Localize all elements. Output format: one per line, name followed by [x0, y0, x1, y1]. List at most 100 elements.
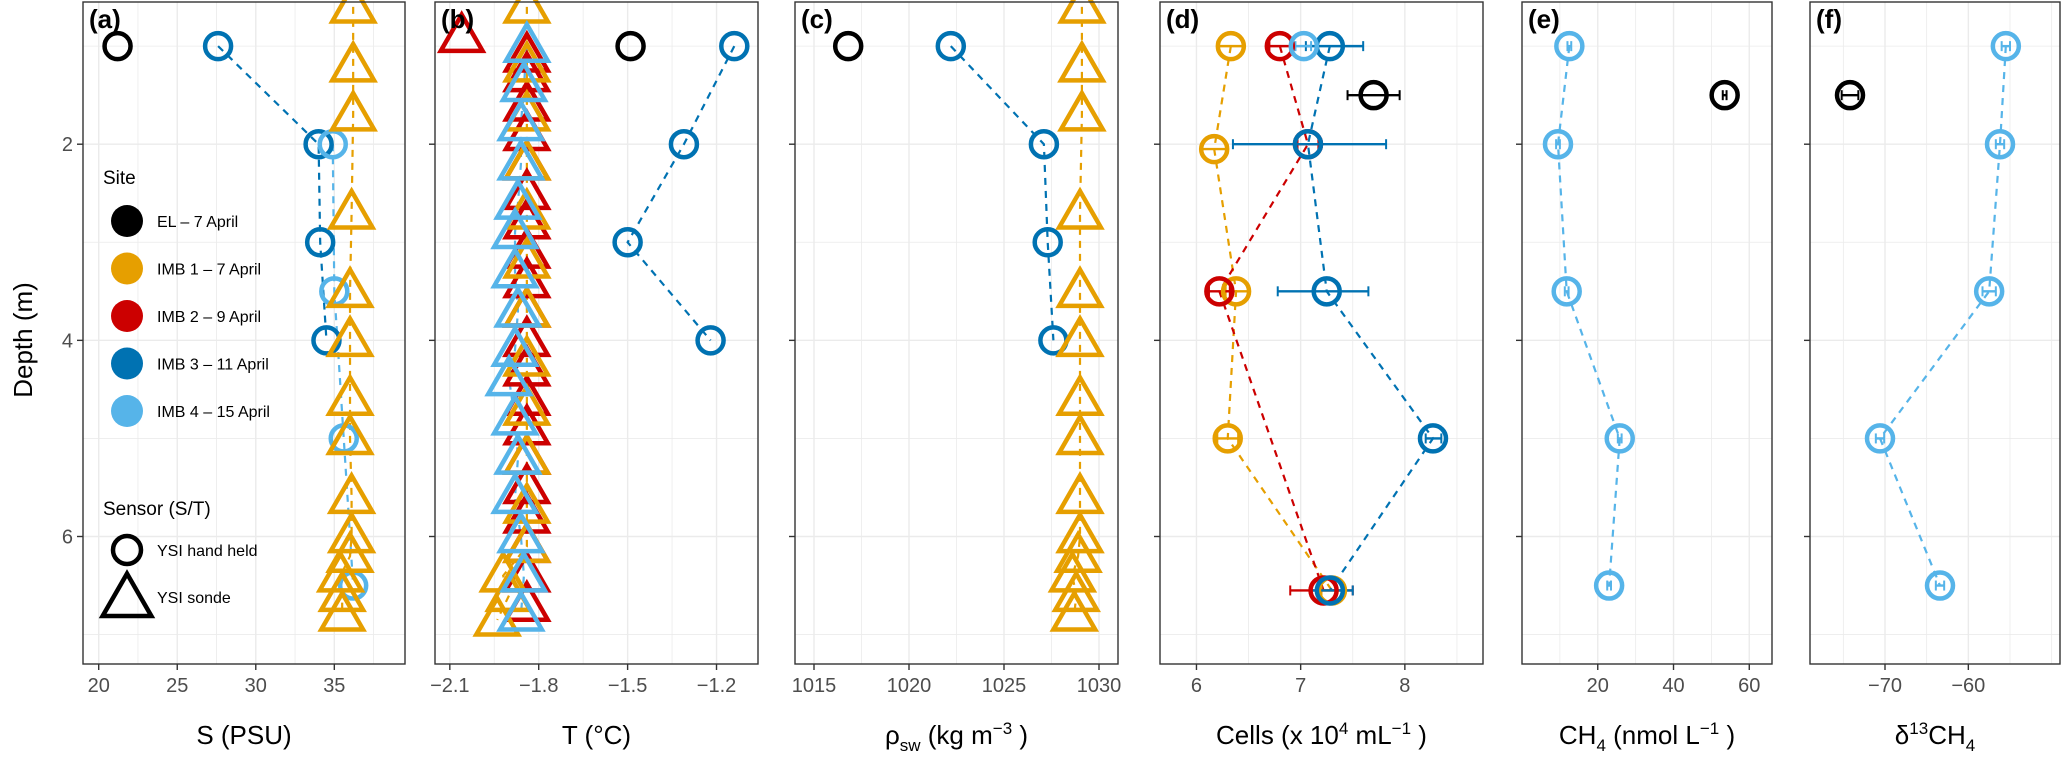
data-point-circle	[1220, 276, 1252, 307]
panel-frame	[1809, 1, 2061, 665]
data-point-triangle	[317, 569, 367, 613]
x-tick-label: 6	[1191, 675, 1202, 697]
x-axis-title-part: Cells (x 10	[1216, 720, 1339, 750]
x-tick-label: −60	[1951, 675, 1985, 697]
legend-swatch-imb4	[111, 395, 143, 427]
data-point-triangle	[1049, 588, 1100, 632]
data-point-triangle	[1057, 88, 1107, 132]
x-tick-label: 20	[88, 675, 110, 697]
panel-label: (d)	[1166, 4, 1199, 34]
data-point-triangle	[1055, 372, 1105, 417]
data-point-triangle	[326, 510, 377, 554]
x-axis-title-part: −1	[1700, 719, 1719, 738]
data-point-circle	[102, 30, 133, 62]
x-axis-title-part: δ	[1895, 720, 1909, 750]
data-point-circle	[1311, 276, 1342, 307]
x-tick-label: 1030	[1077, 675, 1122, 697]
x-axis-title-part: sw	[900, 736, 922, 755]
x-axis-title-part: (nmol L	[1606, 720, 1700, 750]
x-axis-title-part: CH	[1928, 720, 1966, 750]
data-point-circle	[695, 325, 726, 356]
data-point-triangle	[493, 431, 543, 475]
x-axis-title-part: −1	[1392, 719, 1411, 738]
legend-swatch-imb2	[111, 300, 143, 332]
data-point-triangle	[1051, 569, 1101, 613]
data-point-circle	[1198, 133, 1230, 165]
data-point-triangle	[490, 245, 540, 289]
data-point-triangle	[1055, 510, 1105, 554]
data-point-circle	[1542, 128, 1574, 160]
x-tick-label: 30	[245, 675, 267, 697]
legend-sensor-title: Sensor (S/T)	[103, 499, 211, 520]
grid-layer	[83, 2, 2060, 664]
x-tick-label: −1.2	[697, 675, 736, 697]
data-point-circle	[1417, 423, 1449, 454]
series-connector-line	[950, 45, 1055, 341]
legend-label-imb1: IMB 1 – 7 April	[157, 262, 261, 279]
data-point-circle	[719, 30, 750, 62]
data-point-triangle	[502, 167, 552, 211]
legend-label-circle: YSI hand held	[157, 543, 258, 560]
x-tick-label: 20	[1587, 675, 1609, 697]
panel-label: (c)	[801, 4, 833, 34]
x-tick-label: 1020	[887, 675, 932, 697]
data-point-triangle	[502, 314, 552, 358]
y-tick-label: 4	[62, 330, 73, 352]
data-point-circle	[1212, 423, 1243, 454]
data-point-triangle	[1047, 549, 1098, 593]
data-point-triangle	[1055, 412, 1105, 456]
x-axis-title-part: )	[1719, 720, 1735, 750]
data-point-triangle	[490, 471, 540, 515]
x-axis-title-part: ρ	[885, 720, 900, 750]
legend-label-el: EL – 7 April	[157, 214, 238, 231]
y-tick-label: 2	[62, 134, 73, 156]
panel-frame	[434, 1, 759, 665]
series-connector-line	[626, 45, 736, 342]
data-point-circle	[1032, 227, 1063, 258]
legend: Site Sensor (S/T) EL – 7 April IMB 1 – 7 …	[98, 168, 270, 619]
data-point-triangle	[436, 10, 487, 54]
data-point-circle	[1864, 423, 1896, 454]
panel-label: (e)	[1528, 4, 1560, 34]
x-tick-label: 7	[1295, 675, 1306, 697]
x-tick-label: −70	[1868, 675, 1902, 697]
legend-swatch-imb1	[111, 252, 143, 285]
data-point-triangle	[1055, 265, 1105, 309]
data-point-triangle	[1055, 186, 1105, 230]
data-point-triangle	[325, 314, 375, 358]
panel-label: (b)	[441, 4, 474, 34]
x-tick-label: 1015	[792, 675, 837, 697]
x-axis-title-part: 13	[1909, 719, 1928, 738]
series-connector-line	[1218, 45, 1325, 591]
data-point-triangle	[1055, 314, 1105, 358]
panel-frame	[1521, 1, 1773, 665]
panel-frame	[82, 1, 406, 665]
data-point-circle	[1204, 276, 1235, 307]
data-point-circle	[1288, 30, 1320, 62]
data-point-circle	[202, 30, 234, 62]
series-connector-line	[1878, 46, 2007, 586]
x-axis-title-part: 4	[1966, 736, 1975, 755]
panel-label: (a)	[89, 4, 121, 34]
series-connector-line	[217, 45, 328, 341]
data-point-circle	[1984, 128, 2016, 160]
data-point-circle	[615, 30, 646, 62]
legend-swatch-el	[111, 205, 143, 237]
data-point-triangle	[1057, 39, 1107, 83]
data-point-triangle	[490, 392, 540, 436]
data-point-triangle	[317, 588, 367, 632]
data-point-triangle	[325, 265, 375, 309]
data-point-circle	[935, 30, 967, 62]
data-point-triangle	[315, 549, 366, 593]
data-point-triangle	[499, 549, 549, 593]
x-axis-title-part: −3	[993, 719, 1012, 738]
data-point-triangle	[493, 284, 543, 328]
x-tick-label: 25	[166, 675, 188, 697]
data-point-circle	[1314, 575, 1346, 606]
x-axis-title-part: mL	[1348, 720, 1391, 750]
x-tick-label: 35	[323, 675, 345, 697]
data-point-circle	[668, 128, 700, 160]
x-axis-title-part: 4	[1339, 719, 1348, 738]
x-axis-title-part: 4	[1596, 736, 1605, 755]
legend-label-imb4: IMB 4 – 15 April	[157, 404, 270, 421]
